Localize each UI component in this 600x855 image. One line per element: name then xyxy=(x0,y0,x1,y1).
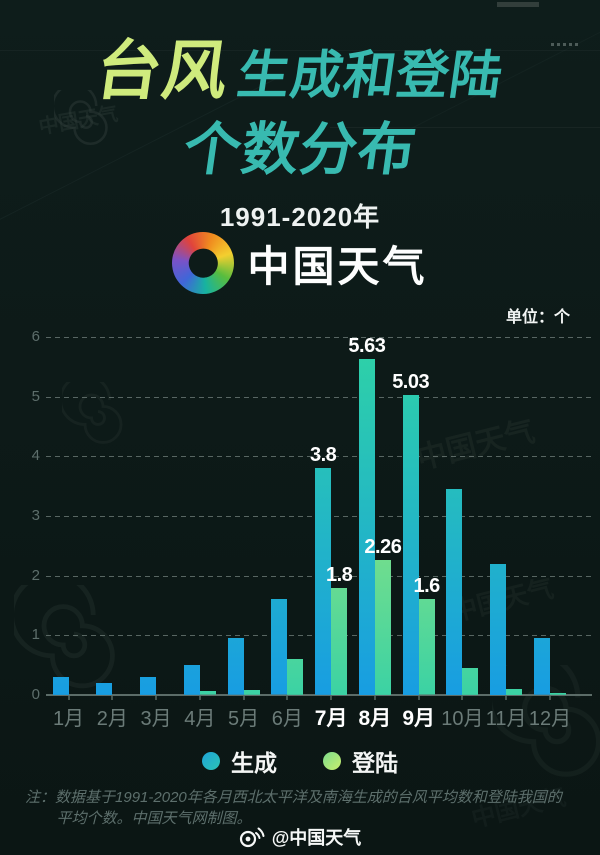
x-tick-label-12月: 12月 xyxy=(528,708,572,730)
value-label-generated-8月: 5.63 xyxy=(348,334,386,357)
x-axis-tick-9月 xyxy=(417,696,420,700)
source-note: 注：数据基于1991-2020年各月西北太平洋及南海生成的台风平均数和登陆我国的… xyxy=(25,787,575,830)
gridline-5 xyxy=(46,396,592,398)
page-title-line1: 台风生成和登陆 xyxy=(0,34,600,107)
note-prefix: 注： xyxy=(25,789,56,806)
gridline-4 xyxy=(46,456,592,458)
bar-generated-11月 xyxy=(490,563,507,695)
bar-generated-12月 xyxy=(533,638,550,695)
legend-dot-generated-icon xyxy=(202,752,220,770)
bar-landfall-10月 xyxy=(462,668,479,695)
bar-landfall-11月 xyxy=(506,689,523,695)
x-tick-label-3月: 3月 xyxy=(140,708,172,730)
x-axis-tick-4月 xyxy=(198,696,201,700)
value-label-generated-9月: 5.03 xyxy=(392,370,430,393)
value-label-landfall-7月: 1.8 xyxy=(325,563,353,586)
bar-landfall-8月 xyxy=(374,560,391,695)
y-tick-label-1: 1 xyxy=(31,626,40,644)
bar-generated-2月 xyxy=(96,683,113,695)
x-axis-tick-2月 xyxy=(111,696,114,700)
bar-generated-7月 xyxy=(315,468,332,695)
bar-generated-10月 xyxy=(446,489,463,695)
value-label-landfall-8月: 2.26 xyxy=(364,536,402,559)
bar-generated-8月 xyxy=(358,358,375,695)
weibo-icon xyxy=(239,827,265,848)
footer: @中国天气 xyxy=(0,824,600,850)
brand-logo-row: 中国天气 xyxy=(0,226,600,300)
bar-landfall-4月 xyxy=(199,691,216,695)
x-axis-tick-12月 xyxy=(548,696,551,700)
x-axis-tick-11月 xyxy=(505,696,508,700)
brand-name: 中国天气 xyxy=(247,242,428,290)
x-axis-tick-7月 xyxy=(330,696,333,700)
x-axis-tick-8月 xyxy=(373,696,376,700)
legend-label-generated: 生成 xyxy=(231,750,277,776)
bar-generated-3月 xyxy=(140,677,157,695)
y-tick-label-5: 5 xyxy=(31,387,40,405)
y-tick-label-0: 0 xyxy=(31,686,40,703)
bar-generated-4月 xyxy=(183,665,200,695)
x-tick-label-1月: 1月 xyxy=(52,708,85,730)
page-title-line2: 个数分布 xyxy=(179,118,421,182)
period-label: 1991-2020年 xyxy=(219,202,381,232)
y-tick-label-6: 6 xyxy=(31,327,40,345)
x-tick-label-6月: 6月 xyxy=(271,708,303,730)
typhoon-chart: 0 1 2 3 4 5 6 1月 2月 3月 4月 5月 6月 7月 3.8 1.8 8月 5.63 2.26 9月 5… xyxy=(0,327,600,740)
x-tick-label-9月: 9月 xyxy=(402,707,435,730)
y-tick-label-2: 2 xyxy=(31,566,40,584)
legend-item-generated: 生成 xyxy=(202,744,277,778)
x-tick-label-4月: 4月 xyxy=(184,708,216,730)
x-tick-label-7月: 7月 xyxy=(314,707,348,730)
unit-label: 单位：个 xyxy=(505,309,570,326)
value-label-generated-7月: 3.8 xyxy=(309,444,337,467)
gridline-6 xyxy=(46,336,592,338)
legend-dot-landfall-icon xyxy=(323,752,341,770)
x-axis-tick-3月 xyxy=(155,696,158,700)
x-axis-tick-1月 xyxy=(67,696,70,700)
bar-landfall-6月 xyxy=(287,659,304,695)
legend-item-landfall: 登陆 xyxy=(323,744,398,778)
bar-generated-5月 xyxy=(227,638,244,695)
deco-top-bar xyxy=(497,2,539,7)
title-accent-text: 台风 xyxy=(91,34,234,107)
bar-generated-6月 xyxy=(271,599,288,695)
bar-landfall-5月 xyxy=(243,690,260,695)
x-tick-label-8月: 8月 xyxy=(358,707,392,730)
value-label-landfall-9月: 1.6 xyxy=(413,575,441,598)
x-tick-label-11月: 11月 xyxy=(485,708,527,730)
x-axis-tick-10月 xyxy=(461,696,464,700)
note-body: 数据基于1991-2020年各月西北太平洋及南海生成的台风平均数和登陆我国的平均… xyxy=(55,789,562,828)
y-tick-label-3: 3 xyxy=(31,506,40,524)
bar-generated-9月 xyxy=(402,394,419,695)
x-axis-tick-5月 xyxy=(242,696,245,700)
legend-label-landfall: 登陆 xyxy=(352,750,398,776)
chart-legend: 生成 登陆 xyxy=(0,744,600,778)
title-rest-text: 生成和登陆 xyxy=(233,47,507,105)
bar-generated-1月 xyxy=(52,677,69,695)
y-tick-label-4: 4 xyxy=(31,447,40,465)
x-axis-line xyxy=(46,694,592,696)
x-axis-tick-6月 xyxy=(286,696,289,700)
bar-landfall-7月 xyxy=(331,587,348,695)
china-weather-pinwheel-logo-icon xyxy=(166,226,241,300)
x-tick-label-2月: 2月 xyxy=(96,708,128,730)
x-tick-label-5月: 5月 xyxy=(228,708,260,730)
footer-handle: @中国天气 xyxy=(271,828,362,848)
bar-landfall-9月 xyxy=(418,599,435,695)
x-tick-label-10月: 10月 xyxy=(441,708,484,730)
bar-landfall-12月 xyxy=(549,693,566,695)
